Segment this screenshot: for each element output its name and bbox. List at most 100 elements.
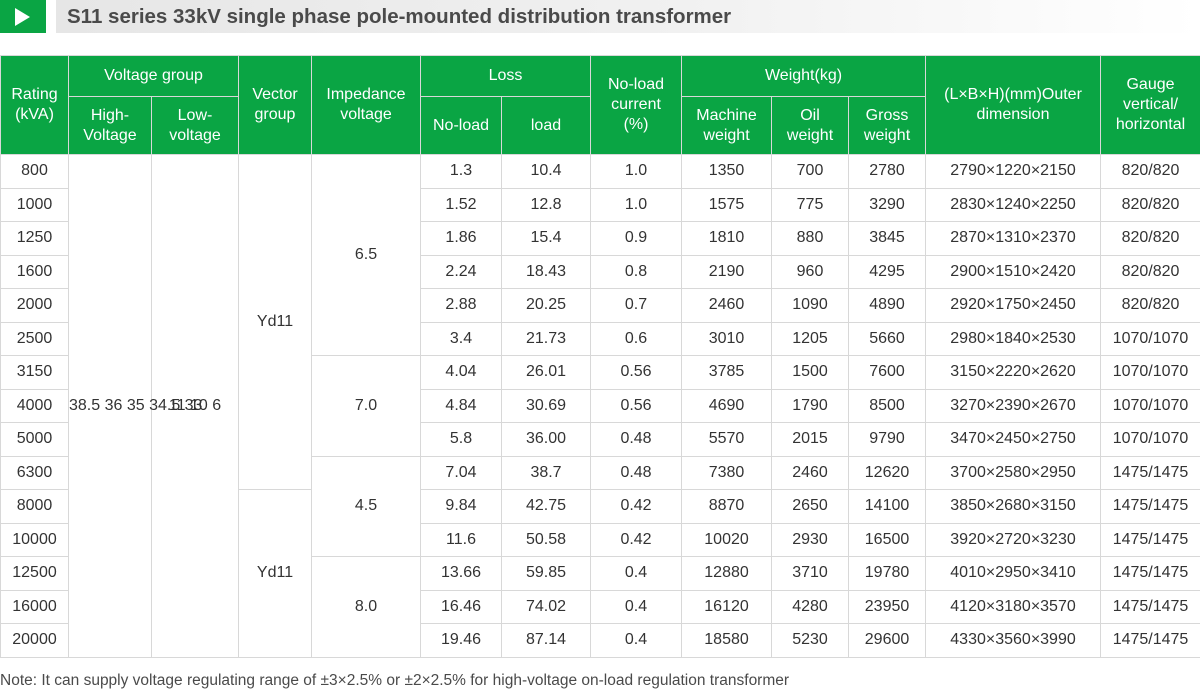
cell-gross-weight: 14100 — [848, 489, 927, 524]
cell-gauge: 820/820 — [1100, 221, 1200, 256]
cell-outer-dimension: 2980×1840×2530 — [925, 321, 1102, 356]
header-no-load-loss: No-load — [420, 96, 502, 155]
cell-no-load-loss: 1.86 — [420, 221, 502, 256]
table-row: 20000 19.46 87.14 0.4 18580 5230 29600 4330×356… — [0, 623, 1200, 658]
cell-impedance-voltage: 7.0 — [311, 355, 421, 457]
cell-gauge: 820/820 — [1100, 154, 1200, 189]
cell-rating: 2500 — [0, 321, 69, 356]
cell-no-load-current: 0.4 — [590, 589, 683, 624]
header-outer-dimension: (L×B×H)(mm)Outer dimension — [925, 55, 1102, 155]
header-oil-weight: Oil weight — [771, 96, 850, 155]
cell-rating: 20000 — [0, 623, 69, 658]
cell-no-load-current: 1.0 — [590, 154, 683, 189]
cell-no-load-current: 1.0 — [590, 187, 683, 222]
cell-no-load-loss: 4.04 — [420, 355, 502, 390]
cell-load-loss: 21.73 — [500, 321, 592, 356]
play-icon — [0, 0, 46, 33]
spec-table: Rating (kVA) Voltage group Vector group … — [0, 55, 1200, 658]
cell-rating: 6300 — [0, 455, 69, 490]
cell-outer-dimension: 3700×2580×2950 — [925, 455, 1102, 490]
cell-rating: 2000 — [0, 288, 69, 323]
table-row: 8000 Yd11 9.84 42.75 0.42 8870 2650 14100 3850×2… — [0, 489, 1200, 658]
table-body: 800 38.5 36 35 34.5 33 11 10 6 Yd11 6.5 1.3 10… — [0, 154, 1200, 658]
cell-outer-dimension: 3850×2680×3150 — [925, 489, 1102, 524]
cell-no-load-current: 0.42 — [590, 489, 683, 524]
header-gauge: Gauge vertical/ horizontal — [1100, 55, 1200, 155]
header-weight: Weight(kg) — [681, 55, 927, 97]
cell-machine-weight: 8870 — [681, 489, 773, 524]
cell-outer-dimension: 3270×2390×2670 — [925, 388, 1102, 423]
cell-load-loss: 87.14 — [500, 623, 592, 658]
cell-gauge: 1475/1475 — [1100, 623, 1200, 658]
cell-oil-weight: 775 — [771, 187, 850, 222]
cell-machine-weight: 2190 — [681, 254, 773, 289]
cell-rating: 1250 — [0, 221, 69, 256]
cell-load-loss: 15.4 — [500, 221, 592, 256]
cell-machine-weight: 3010 — [681, 321, 773, 356]
table-row: 2500 3.4 21.73 0.6 3010 1205 5660 2980×1840×253… — [0, 321, 1200, 356]
table-row: 1000 1.52 12.8 1.0 1575 775 3290 2830×1240×2250… — [0, 187, 1200, 222]
cell-impedance-voltage: 6.5 — [311, 154, 421, 356]
cell-rating: 1600 — [0, 254, 69, 289]
cell-load-loss: 50.58 — [500, 522, 592, 557]
cell-oil-weight: 4280 — [771, 589, 850, 624]
cell-no-load-current: 0.8 — [590, 254, 683, 289]
cell-machine-weight: 1810 — [681, 221, 773, 256]
table-row: 5000 5.8 36.00 0.48 5570 2015 9790 3470×2450×27… — [0, 422, 1200, 457]
cell-gauge: 1475/1475 — [1100, 455, 1200, 490]
cell-gross-weight: 29600 — [848, 623, 927, 658]
cell-outer-dimension: 2900×1510×2420 — [925, 254, 1102, 289]
cell-no-load-current: 0.56 — [590, 355, 683, 390]
cell-outer-dimension: 3920×2720×3230 — [925, 522, 1102, 557]
cell-oil-weight: 2930 — [771, 522, 850, 557]
cell-outer-dimension: 4010×2950×3410 — [925, 556, 1102, 591]
header-voltage-group: Voltage group — [68, 55, 239, 97]
cell-no-load-current: 0.6 — [590, 321, 683, 356]
cell-outer-dimension: 4120×3180×3570 — [925, 589, 1102, 624]
cell-oil-weight: 880 — [771, 221, 850, 256]
table-row: 16000 16.46 74.02 0.4 16120 4280 23950 4120×318… — [0, 589, 1200, 624]
cell-machine-weight: 10020 — [681, 522, 773, 557]
cell-oil-weight: 1090 — [771, 288, 850, 323]
cell-rating: 1000 — [0, 187, 69, 222]
cell-vector-group: Yd11 — [238, 154, 312, 490]
cell-low-voltage: 11 10 6 — [151, 154, 239, 658]
header-vector-group: Vector group — [238, 55, 312, 155]
header-impedance-voltage: Impedance voltage — [311, 55, 421, 155]
cell-outer-dimension: 3150×2220×2620 — [925, 355, 1102, 390]
cell-outer-dimension: 2870×1310×2370 — [925, 221, 1102, 256]
cell-no-load-loss: 7.04 — [420, 455, 502, 490]
cell-no-load-loss: 16.46 — [420, 589, 502, 624]
header-high-voltage: High- Voltage — [68, 96, 152, 155]
cell-no-load-loss: 1.3 — [420, 154, 502, 189]
cell-gross-weight: 3845 — [848, 221, 927, 256]
cell-gauge: 820/820 — [1100, 288, 1200, 323]
cell-machine-weight: 18580 — [681, 623, 773, 658]
cell-rating: 5000 — [0, 422, 69, 457]
cell-outer-dimension: 4330×3560×3990 — [925, 623, 1102, 658]
header-load-loss: load — [500, 96, 592, 155]
cell-no-load-loss: 19.46 — [420, 623, 502, 658]
cell-gross-weight: 16500 — [848, 522, 927, 557]
cell-gross-weight: 4295 — [848, 254, 927, 289]
table-row: 10000 11.6 50.58 0.42 10020 2930 16500 3920×272… — [0, 522, 1200, 557]
header-machine-weight: Machine weight — [681, 96, 773, 155]
cell-no-load-loss: 4.84 — [420, 388, 502, 423]
cell-load-loss: 42.75 — [500, 489, 592, 524]
cell-gross-weight: 12620 — [848, 455, 927, 490]
cell-no-load-loss: 1.52 — [420, 187, 502, 222]
page-title: S11 series 33kV single phase pole-mounte… — [67, 5, 732, 28]
cell-no-load-current: 0.9 — [590, 221, 683, 256]
cell-gauge: 1475/1475 — [1100, 522, 1200, 557]
cell-gross-weight: 9790 — [848, 422, 927, 457]
cell-gross-weight: 3290 — [848, 187, 927, 222]
cell-impedance-voltage: 8.0 — [311, 556, 421, 658]
cell-no-load-current: 0.4 — [590, 556, 683, 591]
cell-gross-weight: 4890 — [848, 288, 927, 323]
cell-gauge: 1070/1070 — [1100, 388, 1200, 423]
section-title-bar: S11 series 33kV single phase pole-mounte… — [0, 0, 1200, 35]
cell-no-load-loss: 3.4 — [420, 321, 502, 356]
cell-no-load-current: 0.7 — [590, 288, 683, 323]
cell-oil-weight: 2650 — [771, 489, 850, 524]
cell-rating: 12500 — [0, 556, 69, 591]
